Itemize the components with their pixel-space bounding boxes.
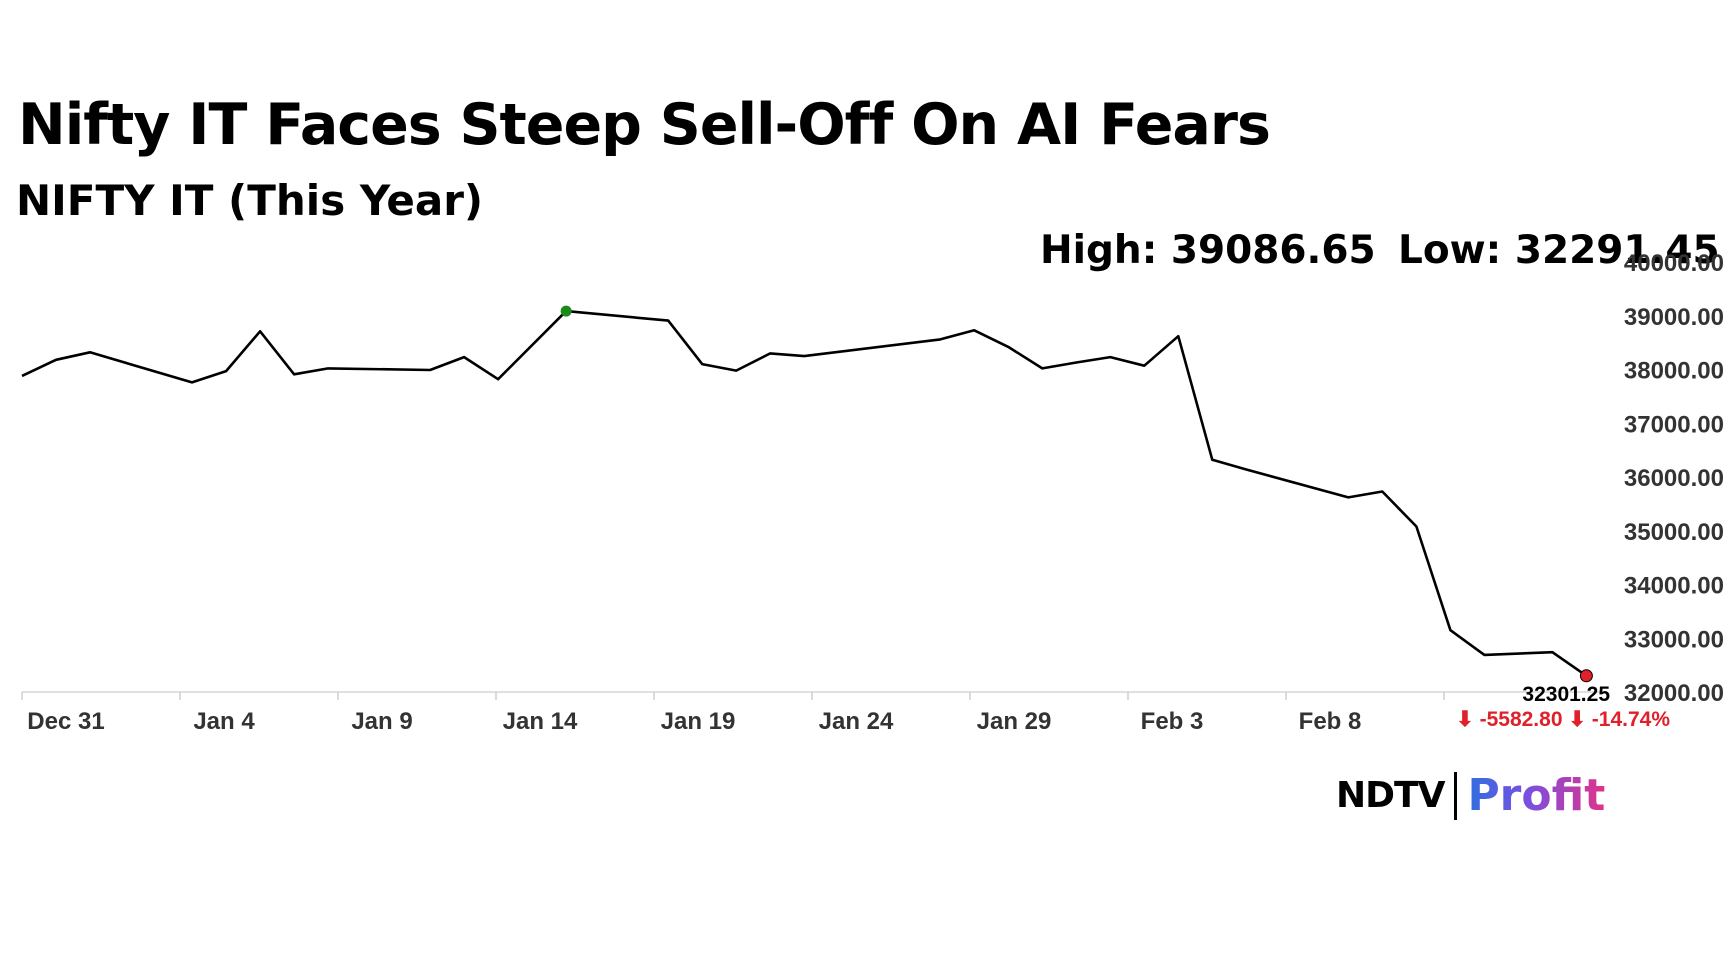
y-tick-label: 38000.00 <box>1624 358 1724 385</box>
logo-divider <box>1454 771 1458 820</box>
last-value-label: 32301.25 <box>1522 683 1610 706</box>
x-tick-label: Jan 24 <box>819 708 894 735</box>
ndtv-profit-logo: NDTV Profit <box>1336 770 1605 821</box>
low-value-label: Low: 32291.45 <box>1398 228 1720 273</box>
x-tick-label: Jan 29 <box>977 708 1052 735</box>
ndtv-wordmark: NDTV <box>1336 775 1445 816</box>
y-tick-label: 34000.00 <box>1624 573 1724 600</box>
x-tick-label: Feb 8 <box>1299 708 1362 735</box>
x-tick-label: Jan 9 <box>351 708 412 735</box>
y-tick-label: 35000.00 <box>1624 519 1724 546</box>
series-line-nifty-it <box>21 309 1588 677</box>
chart-title: Nifty IT Faces Steep Sell-Off On AI Fear… <box>18 92 1271 158</box>
x-tick-label: Feb 3 <box>1141 708 1204 735</box>
y-tick-label: 32000.00 <box>1624 680 1724 707</box>
x-tick-label: Jan 4 <box>193 708 255 735</box>
high-point-marker <box>560 305 572 317</box>
y-tick-label: 36000.00 <box>1624 465 1724 492</box>
last-point-marker <box>1579 669 1593 683</box>
high-value-label: High: 39086.65 <box>1040 228 1376 273</box>
profit-wordmark: Profit <box>1467 770 1606 821</box>
change-label: ⬇ -5582.80 ⬇ -14.74% <box>1456 708 1670 731</box>
x-tick-label: Dec 31 <box>27 708 104 735</box>
y-tick-label: 37000.00 <box>1624 411 1724 438</box>
y-tick-label: 33000.00 <box>1624 626 1724 653</box>
x-tick-label: Jan 14 <box>503 708 578 735</box>
y-tick-label: 40000.00 <box>1624 250 1724 277</box>
chart-subtitle: NIFTY IT (This Year) <box>16 176 484 225</box>
y-tick-label: 39000.00 <box>1624 304 1724 331</box>
x-tick-label: Jan 19 <box>661 708 736 735</box>
